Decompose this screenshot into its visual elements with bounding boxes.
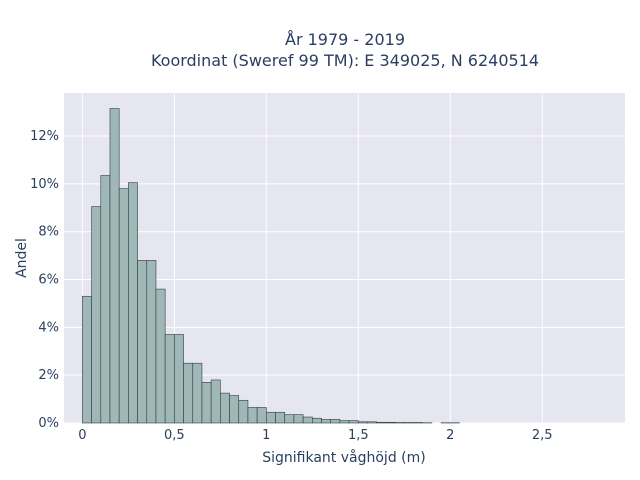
x-tick-labels: 0 0,5 1 1,5 2 2,5 <box>78 428 552 443</box>
y-tick-label: 0% <box>38 416 59 431</box>
histogram-bar <box>312 417 322 424</box>
y-tick-labels: 0% 2% 4% 6% 8% 10% 12% <box>30 129 59 431</box>
histogram-bar <box>137 260 148 424</box>
y-axis-label: Andel <box>14 238 30 278</box>
histogram-bar <box>220 392 230 424</box>
histogram-bar <box>174 334 184 424</box>
histogram-bar <box>128 182 138 424</box>
chart-title-line2: Koordinat (Sweref 99 TM): E 349025, N 62… <box>151 51 539 70</box>
histogram-bar <box>256 407 267 424</box>
histogram-bar <box>275 411 286 424</box>
x-tick-label: 0,5 <box>164 428 185 443</box>
histogram-bar <box>376 421 387 424</box>
bars-layer <box>82 108 460 424</box>
y-tick-label: 4% <box>38 320 59 335</box>
y-tick-label: 8% <box>38 225 59 240</box>
histogram-bar <box>210 379 221 424</box>
y-tick-label: 2% <box>38 368 59 383</box>
histogram-bar <box>266 411 276 424</box>
chart-title-line1: År 1979 - 2019 <box>285 30 405 49</box>
histogram-bar <box>183 362 194 424</box>
y-tick-label: 12% <box>30 129 59 144</box>
x-tick-label: 1,5 <box>348 428 369 443</box>
histogram-bar <box>284 414 295 424</box>
histogram-bar <box>302 416 313 424</box>
histogram-bar <box>238 399 249 424</box>
histogram-bar <box>109 108 120 424</box>
histogram-bar <box>146 260 157 424</box>
histogram-bar <box>339 420 350 424</box>
histogram-bar <box>164 334 175 424</box>
histogram-bar <box>348 420 359 424</box>
histogram-bar <box>91 206 102 424</box>
histogram-bar <box>118 188 129 424</box>
histogram-bar <box>330 419 341 424</box>
y-tick-label: 6% <box>38 273 59 288</box>
histogram-bar <box>293 414 304 424</box>
y-tick-label: 10% <box>30 177 59 192</box>
histogram-bar <box>367 421 377 424</box>
histogram-bar <box>155 288 166 424</box>
x-tick-label: 2 <box>446 428 454 443</box>
x-axis-label: Signifikant våghöjd (m) <box>262 449 425 466</box>
histogram-bar <box>385 421 396 424</box>
histogram-bar <box>201 382 212 424</box>
histogram-bar <box>82 295 92 424</box>
histogram-bar <box>321 419 332 424</box>
x-tick-label: 2,5 <box>532 428 553 443</box>
x-tick-label: 0 <box>78 428 86 443</box>
histogram-bar <box>192 362 203 424</box>
histogram-bar <box>357 421 368 424</box>
histogram-bar <box>247 407 258 424</box>
x-tick-label: 1 <box>262 428 270 443</box>
histogram-bar <box>229 395 240 424</box>
histogram-bar <box>100 175 111 424</box>
